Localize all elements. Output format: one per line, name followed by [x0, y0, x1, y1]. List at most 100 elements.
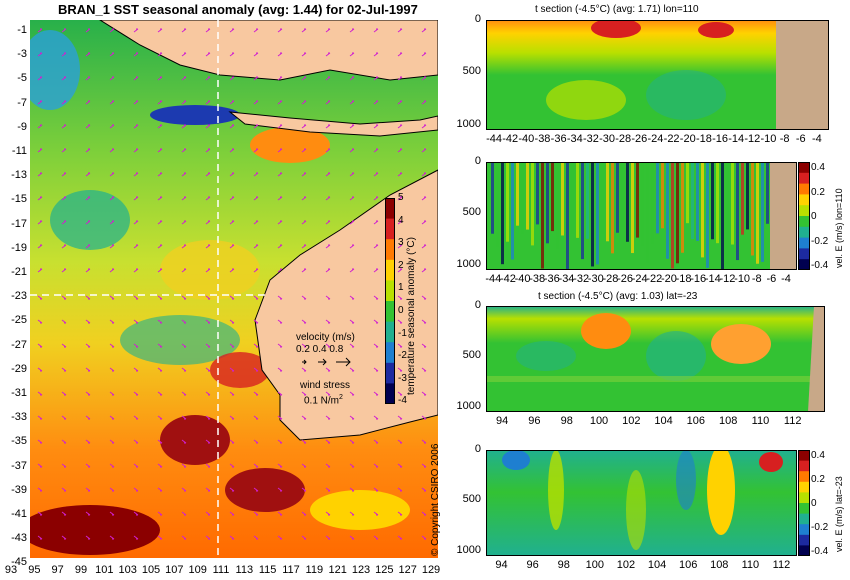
wind-arrow [85, 391, 91, 396]
lesser-sunda-islands [228, 111, 438, 137]
colorbar-step [798, 513, 810, 525]
map-colorbar-step [385, 259, 395, 281]
velocity-stripe [511, 162, 514, 260]
wind-arrow [229, 172, 235, 177]
panel1-x-tick: -36 [550, 133, 567, 145]
wind-arrow [277, 535, 283, 540]
wind-arrow [37, 196, 43, 201]
map-lat-label: -45 [11, 556, 27, 569]
panel1-x-tick: -44 [486, 133, 503, 145]
colorbar-step [798, 237, 810, 249]
wind-arrow [205, 76, 211, 81]
wind-arrow [229, 220, 235, 225]
panel2-x-tick: -32 [573, 273, 590, 285]
wind-arrow [61, 535, 67, 540]
map-lat-label: -17 [11, 217, 27, 230]
map-colorbar-tick: 1 [398, 282, 404, 294]
velocity-legend-arrows [302, 357, 351, 367]
wind-arrow [37, 343, 43, 348]
wind-arrow [397, 391, 403, 396]
wind-arrow [229, 415, 235, 420]
map-lon-label: 113 [235, 564, 254, 576]
wind-arrow [205, 391, 211, 396]
map-lat-label: -1 [17, 24, 27, 36]
wind-arrow [181, 196, 187, 201]
wind-arrow [229, 367, 235, 372]
velocity-stripe [681, 162, 684, 253]
wind-arrow [397, 415, 403, 420]
copyright-text: © Copyright CSIRO 2006 [430, 443, 441, 556]
wind-arrow [349, 52, 355, 57]
colorbar-step [798, 205, 810, 217]
wind-arrow [205, 463, 211, 468]
velocity-section-lon110 [486, 162, 797, 270]
wind-arrow [277, 415, 283, 420]
wind-arrow [181, 511, 187, 516]
map-lon-label: 103 [118, 564, 137, 576]
wind-arrow [85, 343, 91, 348]
panel1-x-tick: -34 [566, 133, 583, 145]
panel3-x-tick: 104 [654, 415, 673, 427]
wind-arrow [85, 268, 91, 273]
panel4-y-tick: 1000 [456, 543, 481, 556]
wind-arrow [397, 172, 403, 177]
velocity-stripe [581, 162, 584, 260]
velocity-stripe [691, 162, 694, 240]
wind-arrow [397, 439, 403, 444]
velocity-stripe [646, 162, 649, 263]
panel2-colorbar-tick: 0 [811, 211, 817, 222]
wind-arrow [181, 268, 187, 273]
wind-arrow [205, 415, 211, 420]
map-lon-label: 117 [282, 564, 300, 576]
wind-arrow [397, 319, 403, 324]
wind-arrow [109, 244, 115, 249]
wind-arrow [277, 511, 283, 516]
wind-arrow [133, 487, 139, 492]
map-lon-label: 125 [375, 564, 394, 576]
wind-arrow [421, 463, 427, 468]
wind-arrow [229, 76, 235, 81]
wind-arrow [85, 439, 91, 444]
map-colorbar [385, 198, 395, 404]
wind-arrow [301, 343, 307, 348]
wind-arrow [133, 535, 139, 540]
panel4-colorbar-tick: 0.4 [811, 450, 825, 461]
wind-arrow [133, 148, 139, 153]
wind-arrow [325, 463, 331, 468]
wind-arrow [61, 391, 67, 396]
wind-arrow [37, 220, 43, 225]
panel3-x-tick: 96 [528, 415, 541, 427]
map-colorbar-step [385, 301, 395, 323]
colorbar-step [798, 524, 810, 536]
velocity-stripe [676, 162, 679, 264]
wind-arrow [325, 52, 331, 57]
wind-arrow [61, 439, 67, 444]
velocity-stripe [546, 162, 549, 244]
colorbar-step [798, 471, 810, 483]
map-lat-label: -9 [17, 120, 27, 133]
panel2-x-tick: -10 [734, 273, 751, 285]
wind-arrow [373, 535, 379, 540]
wind-arrow [157, 343, 163, 348]
wind-arrow [325, 244, 331, 249]
colorbar-step [798, 183, 810, 195]
wind-arrow [181, 220, 187, 225]
wind-arrow [85, 319, 91, 324]
map-lat-label: -15 [11, 193, 27, 206]
wind-arrow [421, 343, 427, 348]
wind-arrow [181, 487, 187, 492]
colorbar-step [798, 545, 810, 556]
wind-arrow [205, 220, 211, 225]
wind-arrow [421, 124, 427, 129]
velocity-stripe [516, 162, 519, 226]
velocity-stripe [621, 162, 624, 227]
velocity-stripe [491, 162, 494, 234]
wind-arrow [61, 463, 67, 468]
wind-arrow [229, 244, 235, 249]
panel4-colorbar-tick: -0.4 [811, 546, 829, 557]
panel1-x-tick: -4 [812, 133, 822, 145]
velocity-stripe [666, 162, 669, 259]
wind-arrow [37, 172, 43, 177]
velocity-stripe [696, 162, 699, 241]
velocity-stripe [741, 162, 744, 235]
